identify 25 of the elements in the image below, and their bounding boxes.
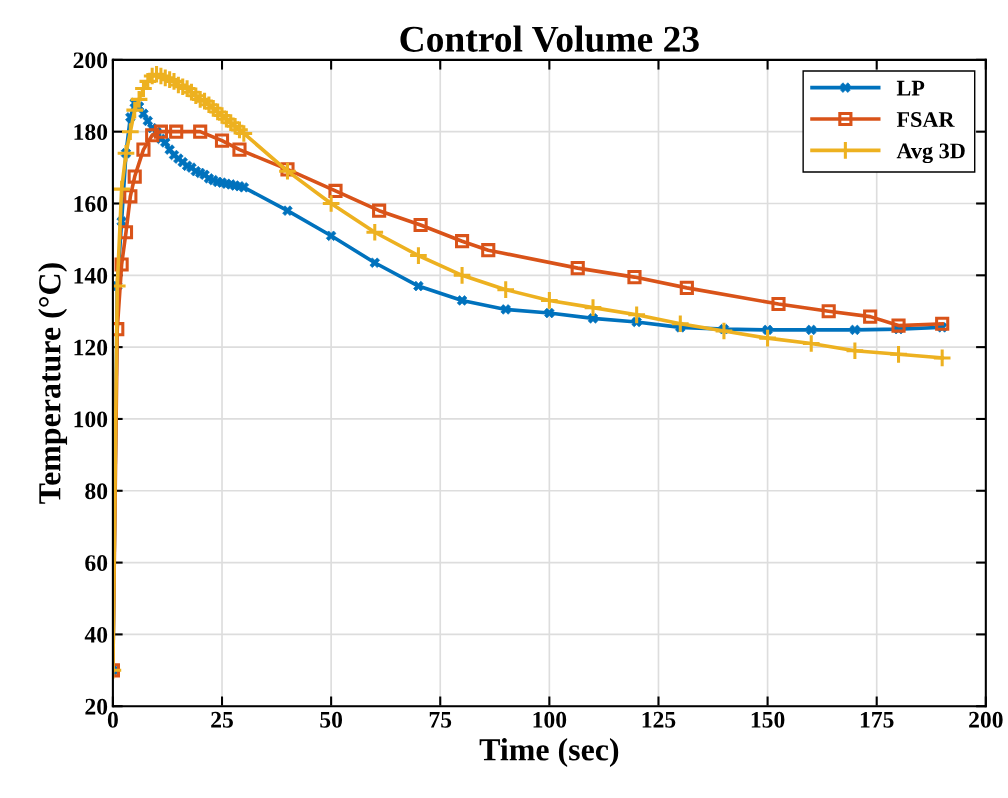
- x-tick-label: 200: [969, 711, 1003, 728]
- x-tick-label: 75: [429, 712, 452, 728]
- x-tick-label: 150: [751, 711, 785, 728]
- chart-title: Control Volume 23: [400, 25, 699, 53]
- legend-label: Avg 3D: [896, 143, 965, 164]
- y-tick-label: 180: [74, 124, 108, 141]
- y-tick-label: 200: [73, 52, 108, 69]
- y-tick-label: 20: [85, 698, 108, 715]
- y-tick-label: 160: [74, 195, 108, 212]
- x-axis-title: Time (sec): [479, 738, 619, 768]
- y-tick-label: 120: [74, 339, 108, 356]
- y-axis-title: Temperature (°C): [38, 263, 68, 504]
- y-tick-label: 60: [85, 555, 108, 572]
- y-tick-label: 140: [74, 267, 108, 284]
- x-tick-label: 25: [211, 711, 233, 728]
- x-tick-label: 100: [533, 711, 567, 728]
- y-tick-label: 100: [74, 411, 108, 428]
- x-tick-label: 0: [107, 711, 118, 728]
- x-tick-label: 50: [320, 711, 343, 728]
- x-tick-label: 125: [642, 711, 676, 728]
- legend-label: FSAR: [896, 112, 955, 128]
- y-tick-label: 80: [85, 483, 108, 500]
- x-tick-label: 175: [860, 711, 894, 728]
- y-tick-label: 40: [84, 626, 108, 643]
- legend-label: LP: [896, 80, 925, 96]
